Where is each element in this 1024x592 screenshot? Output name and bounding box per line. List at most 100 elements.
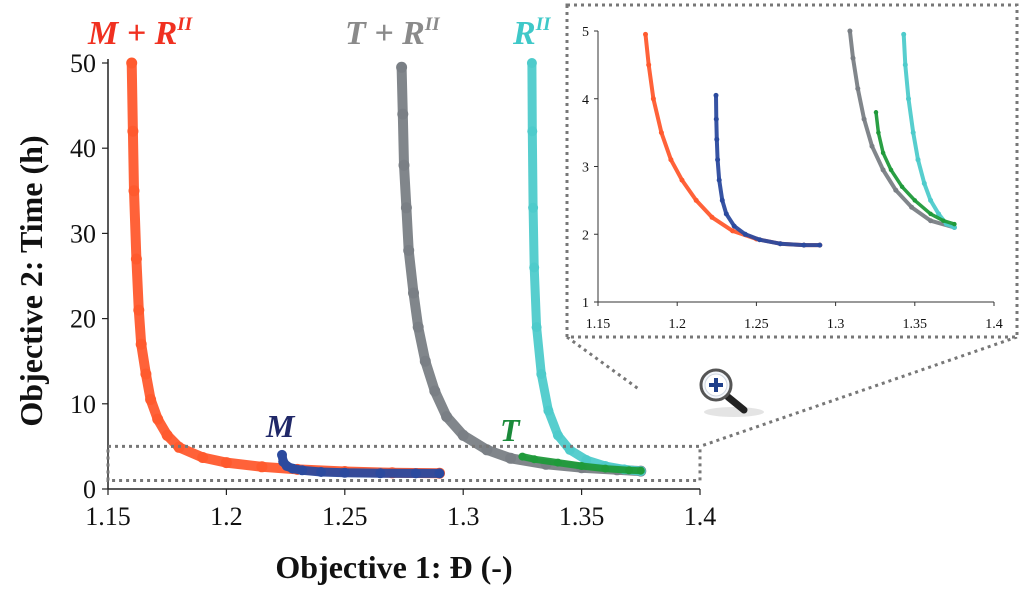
- inset-series-t-r-curve: [847, 29, 957, 230]
- series-t-r-point: [441, 411, 453, 423]
- inset-x-tick-label: 1.35: [903, 317, 928, 332]
- inset-series-m-r-point: [658, 130, 664, 136]
- x-tick-label: 1.3: [447, 502, 480, 531]
- inset-series-t-r-point: [893, 187, 899, 193]
- series-r-point: [543, 405, 554, 416]
- inset-series-r-point: [921, 180, 927, 186]
- series-m-r-point: [128, 185, 140, 197]
- series-label-t-r: T + RII: [345, 14, 440, 52]
- inset-series-r-point: [936, 211, 942, 217]
- inset-series-t-r-point: [850, 55, 856, 61]
- series-t-point: [577, 462, 586, 470]
- series-r-point: [564, 444, 575, 455]
- inset-series-m-point: [757, 237, 763, 243]
- series-r-point: [536, 369, 547, 379]
- series-m-r-point: [133, 304, 145, 316]
- series-t-r-point: [400, 202, 412, 214]
- inset-series-r-point: [951, 225, 957, 230]
- series-m-point: [316, 467, 327, 477]
- inset-series-r-point: [915, 157, 921, 163]
- x-axis-title: Objective 1: Đ (-): [275, 549, 512, 585]
- inset-series-t-point: [876, 130, 881, 135]
- series-m-r-point: [130, 253, 142, 265]
- y-axis-title: Objective 2: Time (h): [13, 135, 49, 426]
- inset-series-m-r-point: [679, 177, 685, 183]
- y-tick-label: 50: [70, 49, 96, 78]
- inset-x-tick-label: 1.2: [668, 317, 686, 332]
- inset-series-m-point: [713, 92, 719, 98]
- series-t-point: [553, 458, 562, 467]
- series-t-r-point: [412, 321, 424, 333]
- series-label-t: T: [500, 412, 521, 448]
- series-r-point: [531, 322, 542, 333]
- series-m-point: [339, 467, 350, 478]
- series-label-superscript: II: [424, 14, 440, 35]
- inset-series-m-point: [719, 197, 725, 203]
- inset-series-m-r-point: [668, 157, 674, 163]
- inset-series-m-point: [817, 242, 823, 248]
- series-r-point: [528, 202, 539, 213]
- series-m-point: [297, 465, 308, 476]
- y-tick-label: 10: [70, 390, 96, 419]
- y-tick-label: 40: [70, 134, 96, 163]
- series-t-point: [625, 466, 633, 475]
- series-r-point: [527, 126, 538, 137]
- inset-series-t-point: [888, 167, 894, 173]
- inset-frame: [565, 3, 1019, 339]
- inset-series-m-point: [777, 241, 783, 247]
- inset-series-t-point: [941, 218, 946, 223]
- series-label-name: M + R: [87, 15, 177, 52]
- inset-series-t-r-point: [869, 143, 875, 149]
- series-t-r-point: [403, 244, 415, 256]
- series-r-point: [552, 430, 563, 441]
- series-t-r-point: [397, 108, 409, 120]
- zoom-region-rect: [106, 444, 702, 482]
- series-m-r-point: [256, 461, 268, 473]
- inset-y-tick-label: 2: [582, 228, 589, 243]
- series-label-name: M: [265, 408, 296, 444]
- inset-series-m-r-point: [650, 96, 656, 102]
- y-tick-label: 20: [70, 305, 96, 334]
- inset-series-t-point: [952, 221, 957, 227]
- inset-y-tick-label: 1: [582, 296, 589, 311]
- inset-x-tick-label: 1.3: [827, 317, 845, 332]
- inset-y-tick-label: 5: [582, 25, 589, 40]
- series-m-r-point: [126, 57, 138, 69]
- series-t-r-point: [457, 429, 469, 441]
- series-r-point: [526, 58, 537, 68]
- main-plot-area: 1.15 1.2 1.25 1.3 1.35 1.4 0 10 20 30 40 50 Objectiv…: [13, 49, 716, 585]
- inset-series-m-point: [716, 177, 722, 183]
- inset-series-m-r-point: [730, 228, 736, 234]
- zoom-connector-lines: [566, 335, 1018, 448]
- inset-series-t-r-point: [861, 116, 867, 122]
- inset-series-m-point: [731, 223, 737, 229]
- series-t-point: [636, 466, 645, 475]
- inset-series-m-point: [713, 116, 719, 122]
- x-tick-label: 1.35: [559, 502, 605, 531]
- series-m-r-point: [161, 429, 173, 441]
- series-t-r-point: [429, 385, 441, 397]
- y-tick-label: 30: [70, 219, 96, 248]
- inset-y-tick-label: 3: [582, 161, 589, 176]
- series-t-r-point: [396, 61, 408, 73]
- y-tick-label: 0: [83, 475, 96, 504]
- magnifier-zoom-icon[interactable]: [699, 368, 764, 417]
- inset-series-t-r-point: [880, 167, 886, 173]
- series-m-r-point: [140, 368, 152, 380]
- inset-series-m-point: [801, 242, 807, 248]
- series-t-point: [601, 464, 610, 473]
- series-m-r-point: [152, 413, 164, 425]
- x-tick-label: 1.25: [322, 502, 368, 531]
- series-t-r-point: [505, 452, 517, 464]
- series-label-name: T + R: [345, 15, 425, 52]
- series-labels: M + R II T + RII RII T M: [87, 14, 551, 448]
- inset-series-r-point: [902, 62, 908, 68]
- inset-y-tick-label: 4: [582, 93, 589, 108]
- connector-left-line: [566, 335, 641, 392]
- inset-series-m-point: [715, 157, 721, 163]
- inset-x-tick-label: 1.15: [586, 317, 611, 332]
- series-r-point: [529, 262, 540, 273]
- series-label-r: RII: [512, 14, 551, 52]
- inset-series-r-point: [910, 130, 916, 136]
- series-t-point: [530, 455, 539, 464]
